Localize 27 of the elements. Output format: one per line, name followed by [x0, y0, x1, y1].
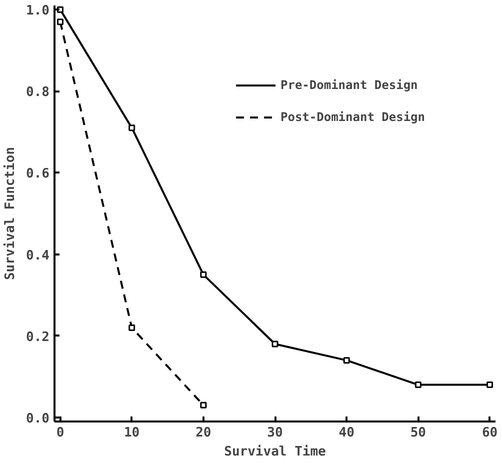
point: [414, 382, 422, 388]
y-tick-label: 0.8: [26, 85, 50, 100]
point: [56, 18, 64, 26]
point: [486, 382, 494, 388]
point: [128, 124, 136, 132]
point: [272, 340, 278, 348]
x-tick-label: 30: [267, 426, 283, 440]
legend-label: Pre-Dominant Design: [280, 78, 418, 92]
y-tick-label: 0.2: [26, 330, 50, 345]
y-tick-label: 1.0: [26, 4, 50, 19]
y-tick-label: 0.4: [26, 248, 50, 264]
point: [200, 402, 207, 408]
x-tick-label: 60: [482, 426, 498, 440]
legend-label: Post-Dominant Design: [280, 110, 425, 124]
point: [200, 271, 207, 278]
x-axis-title: Survival Time: [224, 444, 326, 460]
point: [56, 6, 64, 13]
x-tick-label: 20: [196, 426, 212, 440]
point: [343, 357, 350, 364]
x-tick-label: 50: [410, 426, 426, 440]
y-tick-label: 0.0: [26, 411, 50, 426]
x-tick-label: 10: [124, 426, 140, 440]
x-tick-label: 0: [56, 426, 64, 440]
y-tick-label: 0.6: [26, 166, 50, 182]
point: [128, 324, 136, 331]
y-axis-title: Survival Function: [3, 146, 18, 280]
x-tick-label: 40: [338, 426, 355, 440]
